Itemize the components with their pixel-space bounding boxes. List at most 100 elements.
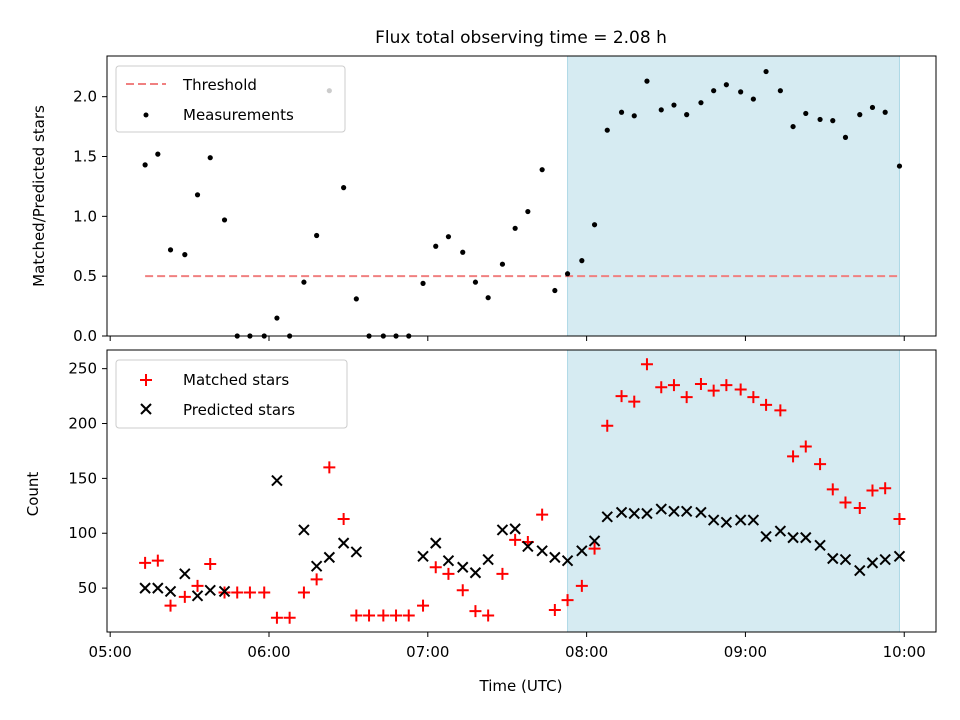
predicted-star-point (680, 505, 693, 518)
matched-star-point (482, 609, 495, 622)
predicted-star-point (628, 507, 640, 520)
matched-star-point (310, 573, 323, 586)
predicted-star-point (417, 550, 429, 562)
predicted-star-point (482, 553, 494, 566)
top-legend-box (115, 65, 346, 133)
matched-star-point (323, 461, 336, 474)
predicted-star-point (350, 546, 363, 558)
predicted-star-point (496, 524, 509, 536)
predicted-star-point (760, 530, 772, 543)
matched-star-point (774, 404, 787, 417)
matched-star-point (720, 379, 733, 392)
measurement-point (194, 192, 201, 198)
x-tick-label: 08:00 (565, 643, 608, 661)
matched-legend-marker (140, 374, 152, 386)
measurement-point (445, 234, 452, 240)
matched-star-point (893, 512, 906, 525)
threshold-legend-label: Threshold (182, 76, 257, 94)
bottom-plot-frame (106, 349, 937, 633)
predicted-star-point (893, 550, 906, 562)
matched-star-point (575, 579, 588, 592)
matched-legend-label: Matched stars (183, 371, 289, 389)
top-plot-frame (106, 55, 937, 337)
bottom-y-tick-label: 200 (68, 415, 97, 433)
matched-star-point (178, 590, 191, 603)
predicted-star-point (747, 514, 760, 526)
matched-star-point (747, 391, 760, 404)
measurement-point (738, 89, 744, 95)
predicted-star-point (720, 516, 733, 528)
measurement-point (552, 287, 558, 294)
top-panel: 0.00.51.01.52.0 Matched/Predicted stars … (30, 55, 937, 345)
predicted-star-point (641, 507, 653, 520)
matched-star-point (390, 609, 403, 622)
matched-star-point (231, 586, 244, 599)
predicted-star-point (430, 537, 442, 549)
matched-star-point (707, 384, 720, 397)
measurement-point (579, 258, 585, 264)
matched-star-point (839, 496, 852, 509)
measurement-point (499, 261, 506, 267)
predicted-star-point (561, 554, 574, 567)
predicted-star-point (827, 552, 839, 565)
x-tick-label: 05:00 (89, 643, 132, 661)
measurement-point (460, 249, 466, 255)
bottom-y-tick-label: 50 (78, 579, 97, 597)
measurement-point (525, 208, 531, 215)
matched-star-point (615, 390, 628, 403)
predicted-star-point (549, 551, 561, 564)
matched-star-point (139, 556, 152, 569)
predicted-star-point (179, 568, 191, 580)
matched-star-point (667, 379, 680, 392)
matched-star-point (536, 508, 549, 521)
measurement-point (631, 113, 637, 119)
matched-star-point (243, 586, 256, 599)
top-y-tick-label: 2.0 (73, 88, 97, 106)
measurement-point (803, 110, 809, 117)
predicted-star-point (152, 582, 164, 594)
predicted-legend-marker (140, 403, 152, 415)
predicted-star-point (139, 582, 151, 594)
predicted-star-point (866, 557, 879, 569)
measurement-point (341, 185, 347, 191)
matched-star-point (760, 398, 773, 411)
predicted-star-point (271, 474, 283, 487)
matched-star-point (442, 567, 455, 580)
matched-star-point (164, 599, 177, 612)
matched-star-point (655, 381, 668, 394)
measurement-point (618, 109, 625, 115)
top-legend: Threshold Measurements (115, 65, 346, 133)
matched-star-point (853, 502, 866, 515)
bottom-legend-box (115, 359, 348, 429)
matched-star-point (799, 440, 812, 453)
bottom-panel: 50 100 150 200 250 05:00 06:00 07:00 08:00 09:00… (24, 349, 937, 695)
predicted-star-point (734, 514, 747, 526)
matched-star-point (734, 383, 747, 396)
predicted-star-point (655, 503, 667, 515)
predicted-star-point (814, 539, 826, 552)
measurement-point (221, 217, 228, 223)
measurement-point (842, 134, 849, 140)
bottom-y-tick-label: 250 (68, 360, 97, 378)
predicted-star-point (442, 554, 455, 567)
measurement-point (353, 296, 359, 302)
matched-star-point (680, 391, 693, 404)
predicted-star-point (615, 506, 628, 519)
measurement-point (723, 82, 729, 88)
predicted-star-point (218, 585, 231, 598)
matched-star-point (496, 567, 509, 580)
matched-star-point (469, 605, 482, 618)
x-tick-label: 06:00 (247, 643, 290, 661)
measurement-point (564, 271, 571, 277)
measurement-point (750, 96, 756, 102)
measurement-point (155, 151, 161, 157)
measurement-point (182, 252, 188, 258)
predicted-star-point (576, 545, 588, 557)
predicted-star-point (469, 567, 482, 579)
measurement-point (142, 162, 148, 168)
bottom-legend: Matched stars Predicted stars (115, 359, 348, 429)
predicted-star-point (509, 523, 521, 535)
measurement-point (274, 315, 280, 321)
measurement-point (485, 295, 491, 301)
top-y-tick-label: 0.5 (73, 267, 97, 285)
